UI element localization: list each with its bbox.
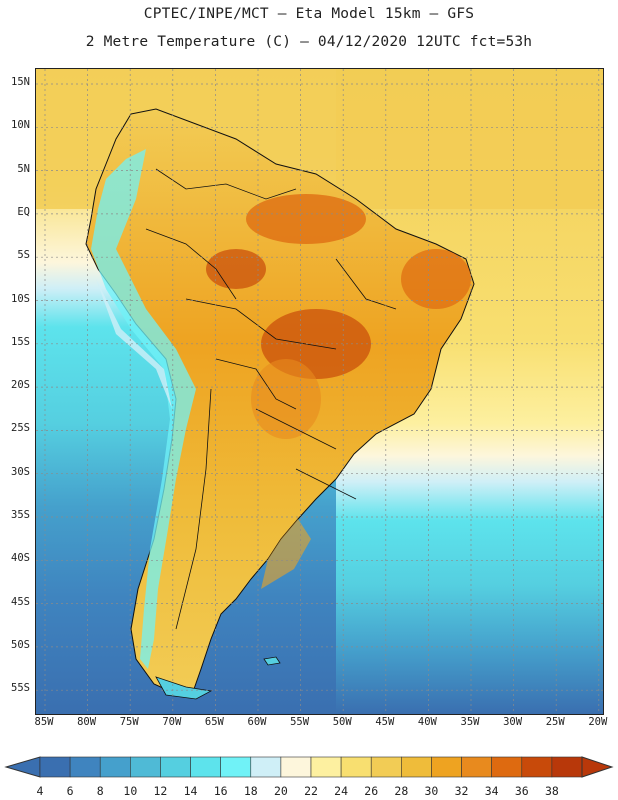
lon-label: 85W [34,716,54,728]
bolivia-hot-zone [206,249,266,289]
colorbar-label: 18 [243,784,258,798]
colorbar-swatch [401,756,432,778]
colorbar-min-arrow [4,756,41,778]
lon-label: 20W [588,716,608,728]
colorbar-swatch [220,756,252,778]
lon-label: 80W [77,716,97,728]
colorbar-label: 20 [273,784,288,798]
lon-label: 75W [119,716,139,728]
lon-label: 50W [332,716,352,728]
lon-label: 35W [460,716,480,728]
lat-label: 10S [11,292,30,305]
lon-label: 65W [204,716,224,728]
colorbar-label: 22 [304,784,318,798]
colorbar-swatch [551,756,583,778]
falkland-islands [263,656,281,666]
colorbar-swatch [461,756,492,778]
colorbar-swatch [310,756,342,778]
lat-label: 30S [11,465,30,478]
peru-coast-cool-band [96,279,172,409]
colorbar-swatch [431,756,462,778]
tierra-del-fuego [155,676,213,700]
lat-label: EQ [17,205,30,218]
colorbar-swatch [190,756,221,778]
chart-subtitle: 2 Metre Temperature (C) – 04/12/2020 12U… [85,34,533,50]
colorbar-label: 36 [514,784,529,798]
lon-label: 30W [503,716,523,728]
colorbar-label: 28 [394,784,409,798]
lat-label: 5N [17,162,30,175]
lon-label: 45W [375,716,395,728]
argentina-warm-zone [261,519,311,589]
colorbar-label: 14 [183,784,198,798]
northeast-brazil-hot-zone [401,249,471,309]
colorbar-swatch [130,756,161,778]
lat-label: 45S [11,595,30,608]
colorbar-swatch [370,756,402,778]
lon-label: 55W [290,716,310,728]
lat-label: 10N [11,119,30,132]
amazon-hot-zone [246,194,366,244]
colorbar-label: 16 [213,784,228,798]
lat-label: 15S [11,335,30,348]
colorbar-label: 12 [153,784,168,798]
colorbar-swatch [69,756,101,778]
lat-label: 5S [17,249,30,262]
lon-label: 60W [247,716,267,728]
lon-label: 70W [162,716,182,728]
paraguay-warm-zone [251,359,321,439]
colorbar-label: 34 [484,784,499,798]
colorbar-swatch [160,756,191,778]
colorbar-swatch [340,756,372,778]
lon-label: 25W [545,716,565,728]
colorbar-swatch [280,756,312,778]
colorbar-swatch [250,756,282,778]
colorbar-label: 10 [123,784,138,798]
map-canvas [36,69,603,714]
colorbar-swatch [491,756,523,778]
colorbar-label: 8 [96,784,104,798]
lat-label: 25S [11,422,30,435]
colorbar-label: 32 [454,784,469,798]
lat-label: 55S [11,682,30,695]
colorbar-label: 26 [364,784,379,798]
colorbar-label: 38 [544,784,559,798]
colorbar-label: 4 [36,784,44,798]
lat-label: 40S [11,552,30,565]
andes-cool-strip [91,149,196,669]
chart-title: CPTEC/INPE/MCT – Eta Model 15km – GFS [143,6,475,22]
colorbar-swatch [99,756,131,778]
country-borders [145,168,397,630]
colorbar-swatch [39,756,71,778]
colorbar-swatches [4,756,614,778]
lat-label: 15N [11,76,30,88]
colorbar-label: 24 [334,784,349,798]
lat-label: 50S [11,638,30,651]
lon-label: 40W [417,716,437,728]
temperature-map[interactable] [35,68,604,715]
colorbar-max-arrow [581,756,614,778]
colorbar-label: 6 [66,784,74,798]
lat-label: 20S [11,379,30,392]
lat-label: 35S [11,509,30,521]
colorbar-swatch [521,756,553,778]
colorbar-label: 30 [424,784,439,798]
